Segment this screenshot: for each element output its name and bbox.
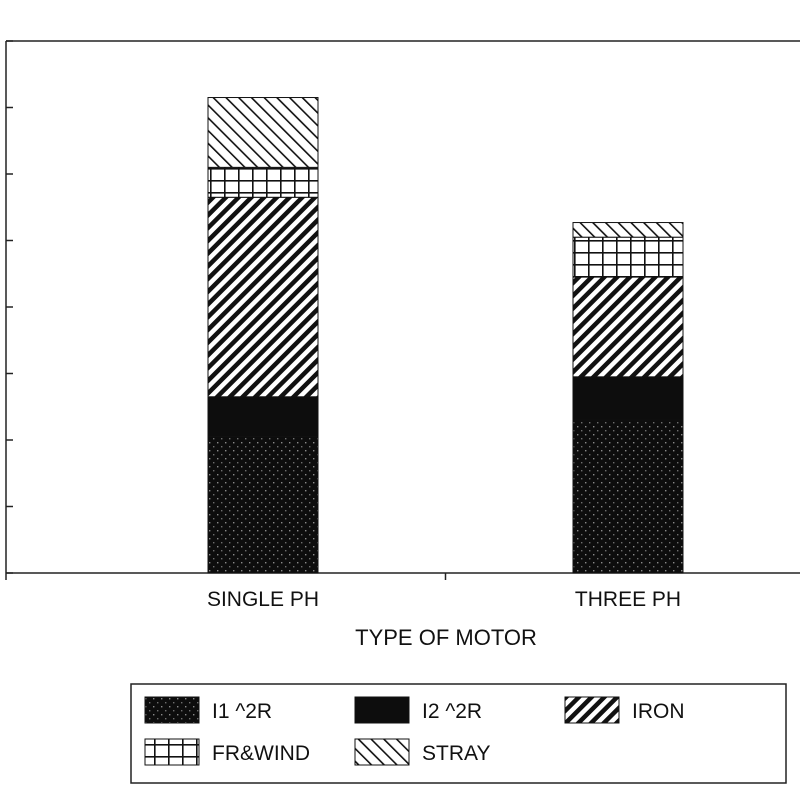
- bar-segment-three-ph-fr-wind: [572, 236, 684, 278]
- x-axis-tick-labels: SINGLE PH THREE PH: [207, 588, 681, 611]
- legend-label-i1-2r: I1 ^2R: [212, 700, 272, 723]
- legend-swatch-i1-2r: [144, 696, 200, 724]
- x-tick-label-single-ph: SINGLE PH: [207, 588, 319, 611]
- bar-segment-three-ph-i2-2r: [572, 376, 684, 421]
- legend-swatch-i2-2r: [354, 696, 410, 724]
- legend-label-fr-wind: FR&WIND: [212, 742, 310, 765]
- legend: I1 ^2R I2 ^2R IRON FR&WIND STRAY: [130, 683, 787, 784]
- legend-label-iron: IRON: [632, 700, 685, 723]
- x-axis-title: TYPE OF MOTOR: [355, 625, 537, 650]
- x-axis-ticks: [5, 573, 447, 580]
- legend-swatch-stray: [354, 738, 410, 766]
- bar-segment-single-ph-i2-2r: [207, 396, 319, 438]
- bar-segment-single-ph-stray: [207, 97, 319, 168]
- y-axis-ticks: [6, 40, 13, 574]
- bar-segment-single-ph-fr-wind: [207, 166, 319, 198]
- x-tick-label-three-ph: THREE PH: [575, 588, 681, 611]
- legend-swatch-iron: [564, 696, 620, 724]
- bar-stacks: [207, 97, 684, 574]
- legend-swatch-fr-wind: [144, 738, 200, 766]
- legend-box: [130, 683, 787, 784]
- legend-label-stray: STRAY: [422, 742, 490, 765]
- bar-segment-single-ph-iron: [207, 196, 319, 398]
- bar-segment-three-ph-iron: [572, 276, 684, 378]
- legend-label-i2-2r: I2 ^2R: [422, 700, 482, 723]
- bar-segment-three-ph-i1-2r: [572, 419, 684, 574]
- bar-segment-single-ph-i1-2r: [207, 436, 319, 574]
- bar-segment-three-ph-stray: [572, 222, 684, 238]
